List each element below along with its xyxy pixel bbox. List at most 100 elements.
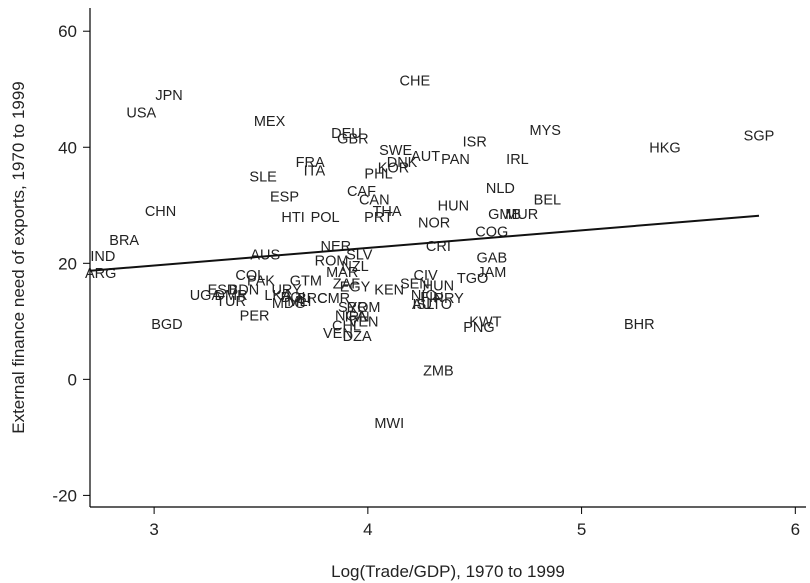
point-label: USA — [126, 105, 156, 121]
point-label: ROM — [315, 253, 349, 269]
point-label: TUR — [216, 294, 246, 310]
point-label: DNK — [387, 155, 418, 171]
point-label: ZMB — [423, 364, 454, 380]
point-label: HUN — [423, 278, 454, 294]
point-label: ITA — [304, 163, 326, 179]
y-tick-label: 20 — [58, 254, 77, 273]
y-tick-label: 60 — [58, 22, 77, 41]
point-label: DZA — [343, 329, 372, 345]
point-label: FRA — [296, 155, 325, 171]
point-label: UGA — [190, 288, 222, 304]
fit-lines — [89, 214, 760, 272]
point-label: VEN — [323, 326, 353, 342]
point-label: GMB — [488, 207, 521, 223]
y-tick-label: 40 — [58, 138, 77, 157]
point-label: CAF — [347, 184, 376, 200]
fit-line — [89, 214, 760, 272]
x-tick-label: 4 — [363, 520, 372, 539]
point-label: PAN — [441, 152, 470, 168]
point-label: NIC — [411, 288, 436, 304]
point-label: CIV — [413, 268, 438, 284]
point-label: BRC — [297, 291, 328, 307]
point-label: SEN — [400, 277, 430, 293]
point-label: THA — [373, 204, 402, 220]
point-label: SYR — [338, 300, 368, 316]
y-tick-label: -20 — [52, 486, 77, 505]
point-label: CHE — [400, 74, 431, 90]
point-label: NGA — [335, 309, 367, 325]
point-label: POL — [311, 210, 340, 226]
point-label: ROM — [347, 300, 381, 316]
point-label: PNG — [463, 320, 494, 336]
point-label: SWE — [379, 143, 412, 159]
point-label: AUT — [411, 149, 440, 165]
x-tick-label: 5 — [577, 520, 586, 539]
point-label: NZL — [341, 259, 368, 275]
point-label: SLE — [249, 169, 277, 185]
point-label: SGP — [744, 129, 775, 145]
point-label: MEX — [254, 114, 286, 130]
point-label: KEN — [374, 282, 404, 298]
point-label: HKG — [649, 140, 680, 156]
point-label: ISR — [463, 134, 487, 150]
y-axis-title: External finance need of exports, 1970 t… — [9, 81, 28, 434]
point-label: ESD — [208, 282, 238, 298]
point-label: ESP — [270, 190, 299, 206]
point-label: CHN — [145, 204, 176, 220]
point-label: MDG — [272, 296, 306, 312]
point-label: BEL — [534, 192, 561, 208]
point-label: BRA — [109, 233, 139, 249]
point-label: LKA — [264, 288, 292, 304]
point-label: MUR — [505, 207, 538, 223]
point-label: NLD — [486, 181, 515, 197]
point-label: JAM — [477, 265, 506, 281]
point-label: DMR — [215, 288, 248, 304]
axes: -20 0 20 40 60 3 4 5 6 — [52, 8, 806, 539]
point-label: PER — [240, 309, 270, 325]
point-label: NOR — [418, 216, 450, 232]
point-label: KOR — [378, 161, 409, 177]
point-label: GTM — [290, 274, 322, 290]
point-label: PRY — [434, 291, 464, 307]
point-label: MWI — [374, 416, 404, 432]
point-label: IRL — [506, 152, 529, 168]
point-label: BGD — [151, 317, 182, 333]
point-label: KWT — [469, 314, 501, 330]
point-label: PHL — [364, 166, 392, 182]
point-label: GBR — [337, 132, 368, 148]
point-label: ZAF — [333, 277, 361, 293]
point-label: IRN — [345, 310, 370, 326]
point-label: SLV — [346, 248, 373, 264]
point-label: BDN — [229, 282, 260, 298]
y-tick-label: 0 — [68, 370, 77, 389]
point-label: CHL — [332, 318, 361, 334]
x-axis-title: Log(Trade/GDP), 1970 to 1999 — [331, 562, 565, 581]
point-label: PRT — [364, 210, 393, 226]
point-label: MAR — [326, 265, 358, 281]
point-label: ISL — [413, 297, 435, 313]
point-label: CAN — [359, 192, 390, 208]
point-label: GAB — [477, 251, 508, 267]
point-label: MYS — [530, 123, 561, 139]
point-label: BHR — [624, 317, 655, 333]
point-label: HUN — [438, 198, 469, 214]
point-label: EGY — [340, 280, 371, 296]
point-label: TGO — [457, 271, 488, 287]
point-label: JPN — [155, 88, 182, 104]
point-label: AUTO — [412, 297, 452, 313]
point-label: FIN — [420, 290, 443, 306]
point-label: MLI — [287, 294, 311, 310]
point-label: URY — [271, 282, 302, 298]
x-tick-label: 6 — [791, 520, 800, 539]
point-label: CMR — [317, 291, 350, 307]
point-label: HTI — [281, 210, 304, 226]
point-label: DEU — [331, 126, 362, 142]
point-label: IND — [90, 249, 115, 265]
point-label: BOL — [281, 290, 310, 306]
point-label: VEN — [349, 314, 379, 330]
point-label: PAK — [247, 274, 275, 290]
point-label: COL — [235, 268, 265, 284]
x-tick-label: 3 — [149, 520, 158, 539]
